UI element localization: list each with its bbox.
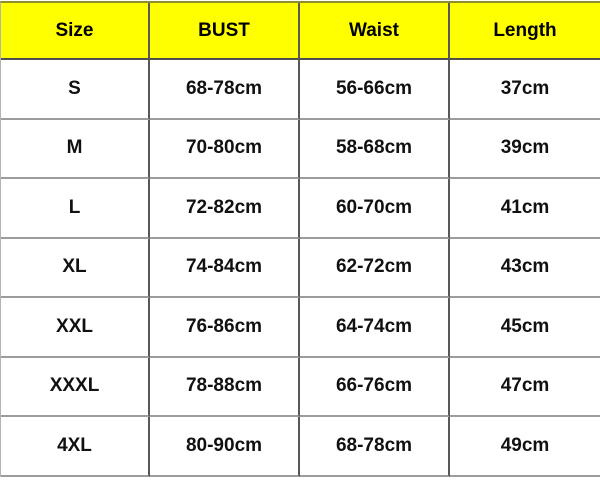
length-cell: 47cm bbox=[450, 357, 600, 417]
waist-cell: 64-74cm bbox=[300, 298, 450, 358]
waist-cell: 66-76cm bbox=[300, 357, 450, 417]
size-cell: XXXL bbox=[1, 357, 150, 417]
bust-cell: 70-80cm bbox=[150, 119, 300, 179]
bust-cell: 72-82cm bbox=[150, 179, 300, 239]
length-cell: 49cm bbox=[450, 417, 600, 477]
size-cell: 4XL bbox=[1, 417, 150, 477]
length-cell: 45cm bbox=[450, 298, 600, 358]
waist-cell: 56-66cm bbox=[300, 60, 450, 120]
header-cell-bust: BUST bbox=[150, 3, 300, 60]
size-cell: XL bbox=[1, 238, 150, 298]
waist-cell: 58-68cm bbox=[300, 119, 450, 179]
length-cell: 43cm bbox=[450, 238, 600, 298]
header-cell-waist: Waist bbox=[300, 3, 450, 60]
waist-cell: 60-70cm bbox=[300, 179, 450, 239]
size-cell: L bbox=[1, 179, 150, 239]
size-cell: S bbox=[1, 60, 150, 120]
bust-cell: 68-78cm bbox=[150, 60, 300, 120]
length-cell: 39cm bbox=[450, 119, 600, 179]
size-cell: XXL bbox=[1, 298, 150, 358]
waist-cell: 68-78cm bbox=[300, 417, 450, 477]
size-cell: M bbox=[1, 119, 150, 179]
length-cell: 41cm bbox=[450, 179, 600, 239]
length-cell: 37cm bbox=[450, 60, 600, 120]
bust-cell: 76-86cm bbox=[150, 298, 300, 358]
bust-cell: 74-84cm bbox=[150, 238, 300, 298]
header-cell-length: Length bbox=[450, 3, 600, 60]
bust-cell: 78-88cm bbox=[150, 357, 300, 417]
header-cell-size: Size bbox=[1, 3, 150, 60]
waist-cell: 62-72cm bbox=[300, 238, 450, 298]
bust-cell: 80-90cm bbox=[150, 417, 300, 477]
